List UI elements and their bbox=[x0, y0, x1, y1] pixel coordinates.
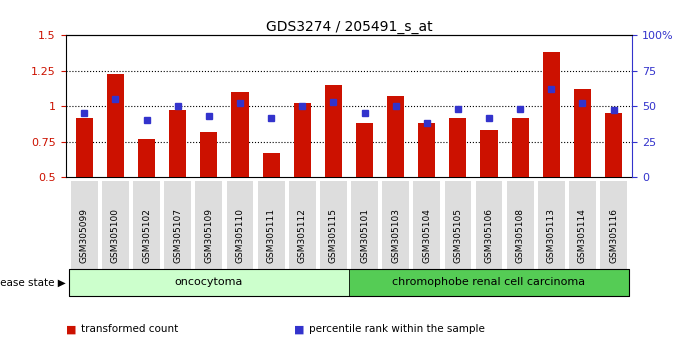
Bar bbox=[449, 118, 466, 177]
Text: GSM305106: GSM305106 bbox=[484, 208, 493, 263]
Text: GSM305113: GSM305113 bbox=[547, 208, 556, 263]
Bar bbox=[107, 74, 124, 177]
Text: chromophobe renal cell carcinoma: chromophobe renal cell carcinoma bbox=[392, 277, 585, 287]
Text: GSM305099: GSM305099 bbox=[80, 208, 89, 263]
Text: GSM305105: GSM305105 bbox=[453, 208, 462, 263]
Text: GSM305109: GSM305109 bbox=[205, 208, 214, 263]
Bar bbox=[138, 139, 155, 177]
Text: percentile rank within the sample: percentile rank within the sample bbox=[309, 324, 485, 334]
Bar bbox=[574, 89, 591, 177]
Bar bbox=[263, 153, 280, 177]
Text: oncocytoma: oncocytoma bbox=[175, 277, 243, 287]
Text: disease state ▶: disease state ▶ bbox=[0, 277, 66, 287]
Bar bbox=[76, 118, 93, 177]
Bar bbox=[325, 85, 342, 177]
Bar bbox=[200, 132, 218, 177]
Bar bbox=[605, 113, 622, 177]
Text: ■: ■ bbox=[66, 324, 76, 334]
Bar bbox=[294, 103, 311, 177]
Bar bbox=[169, 110, 187, 177]
Text: transformed count: transformed count bbox=[81, 324, 178, 334]
Bar bbox=[542, 52, 560, 177]
Title: GDS3274 / 205491_s_at: GDS3274 / 205491_s_at bbox=[265, 21, 433, 34]
Bar bbox=[418, 123, 435, 177]
Text: GSM305103: GSM305103 bbox=[391, 208, 400, 263]
Text: ■: ■ bbox=[294, 324, 304, 334]
Text: GSM305102: GSM305102 bbox=[142, 208, 151, 263]
Bar bbox=[480, 130, 498, 177]
Bar bbox=[387, 96, 404, 177]
Bar bbox=[356, 123, 373, 177]
Text: GSM305100: GSM305100 bbox=[111, 208, 120, 263]
Text: GSM305112: GSM305112 bbox=[298, 208, 307, 263]
Text: GSM305107: GSM305107 bbox=[173, 208, 182, 263]
Text: GSM305115: GSM305115 bbox=[329, 208, 338, 263]
Bar bbox=[511, 118, 529, 177]
Text: GSM305110: GSM305110 bbox=[236, 208, 245, 263]
Text: GSM305101: GSM305101 bbox=[360, 208, 369, 263]
Text: GSM305114: GSM305114 bbox=[578, 208, 587, 263]
Text: GSM305111: GSM305111 bbox=[267, 208, 276, 263]
Text: GSM305104: GSM305104 bbox=[422, 208, 431, 263]
Text: GSM305108: GSM305108 bbox=[515, 208, 524, 263]
Bar bbox=[231, 92, 249, 177]
Text: GSM305116: GSM305116 bbox=[609, 208, 618, 263]
